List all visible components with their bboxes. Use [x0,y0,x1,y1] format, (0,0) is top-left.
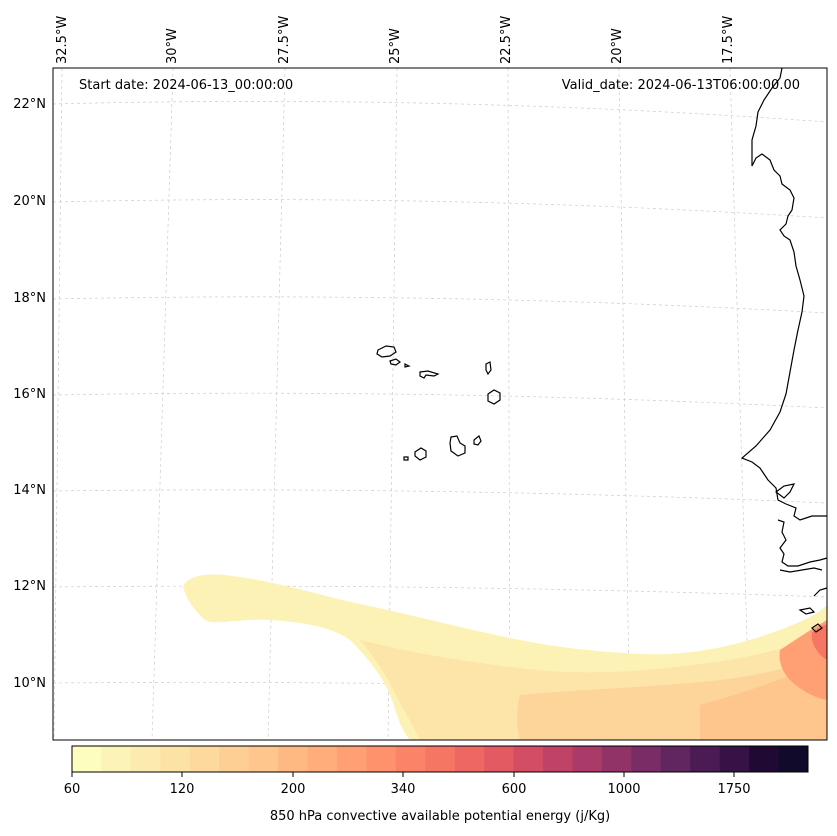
gridline-17-5w [729,67,751,741]
lon-label-20w: 20°W [610,28,625,64]
colorbar-cell [660,746,691,772]
gridline-20n [52,199,828,219]
colorbar-frame [71,745,809,773]
colorbar-cell [395,746,426,772]
lon-label-30w: 30°W [165,28,180,64]
colorbar-tick-label: 60 [63,782,81,797]
lon-label-17-5w: 17.5°W [721,15,736,64]
cape-verde-islands [376,345,501,461]
island-sal [485,361,492,376]
map-frame [52,67,828,741]
lon-label-32-5w: 32.5°W [55,15,70,64]
colorbar-ticks [71,772,735,777]
island-sao-vicente [389,358,401,366]
colorbar-cell [513,746,544,772]
gridline-27-5w [267,67,286,741]
colorbar-tick-label: 120 [169,782,195,797]
colorbar-cell [248,746,279,772]
colorbar-tick-label: 600 [501,782,527,797]
colorbar-tick-label: 1000 [607,782,641,797]
guinea-islet [811,623,823,633]
island-santo-antao [376,345,397,358]
gridline-22-5w [507,67,511,741]
lon-label-22-5w: 22.5°W [499,15,514,64]
colorbar [72,746,809,772]
colorbar-cell [307,746,338,772]
colorbar-cell [189,746,220,772]
lat-label-18n: 18°N [13,291,46,306]
gridline-18n [52,296,828,314]
lon-label-27-5w: 27.5°W [277,15,292,64]
island-maio [473,435,482,446]
colorbar-cell [572,746,603,772]
island-brava [403,456,409,461]
lat-label-14n: 14°N [13,483,46,498]
cape-vert-peninsula [775,483,796,499]
coastline-casamance [779,567,823,573]
colorbar-tick-label: 200 [280,782,306,797]
island-boa-vista [487,389,501,405]
cape-1000-region [812,624,827,660]
gridline-32-5w [53,67,63,741]
colorbar-tick-label: 1750 [717,782,751,797]
island-fogo [414,447,427,461]
gridline-10n [52,682,828,694]
bijagos-island [798,607,816,615]
colorbar-cell [543,746,573,772]
gridline-20w [618,67,631,741]
african-coastline [740,67,828,633]
colorbar-cell [101,746,132,772]
island-santiago [449,435,466,457]
lat-label-12n: 12°N [13,579,46,594]
start-date-text: Start date: 2024-06-13_00:00:00 [79,78,294,93]
lat-label-10n: 10°N [13,676,46,691]
gridline-22n [52,101,828,123]
lat-label-20n: 20°N [13,194,46,209]
colorbar-cell [601,746,632,772]
island-sao-nicolau [419,370,440,379]
colorbar-cell [484,746,515,772]
colorbar-cell [425,746,456,772]
colorbar-cell [219,746,250,772]
colorbar-cell [72,746,102,772]
valid-date-text: Valid_date: 2024-06-13T06:00:00.00 [561,78,800,93]
colorbar-cell [336,746,367,772]
gridline-14n [52,489,828,504]
colorbar-cell [366,746,397,772]
gridline-30w [151,67,174,741]
colorbar-cell [454,746,485,772]
colorbar-cell [278,746,309,772]
island-santa-luzia [404,363,411,368]
lat-label-16n: 16°N [13,387,46,402]
lat-label-22n: 22°N [13,97,46,112]
graticule [52,67,828,741]
colorbar-cell [719,746,750,772]
coastline-gambia [777,519,828,567]
coastline-mainland [740,67,827,521]
colorbar-cell [160,746,191,772]
colorbar-tick-label: 340 [390,782,416,797]
colorbar-cell [631,746,662,772]
cape-field [183,574,827,740]
colorbar-cell [690,746,721,772]
colorbar-cell [130,746,161,772]
gridline-16n [52,392,828,409]
coastline-guinea-bissau [813,587,828,597]
lon-label-25w: 25°W [388,28,403,64]
gridline-12n [52,585,828,598]
colorbar-label: 850 hPa convective available potential e… [269,809,611,824]
colorbar-cell [778,746,809,772]
colorbar-cell [749,746,780,772]
